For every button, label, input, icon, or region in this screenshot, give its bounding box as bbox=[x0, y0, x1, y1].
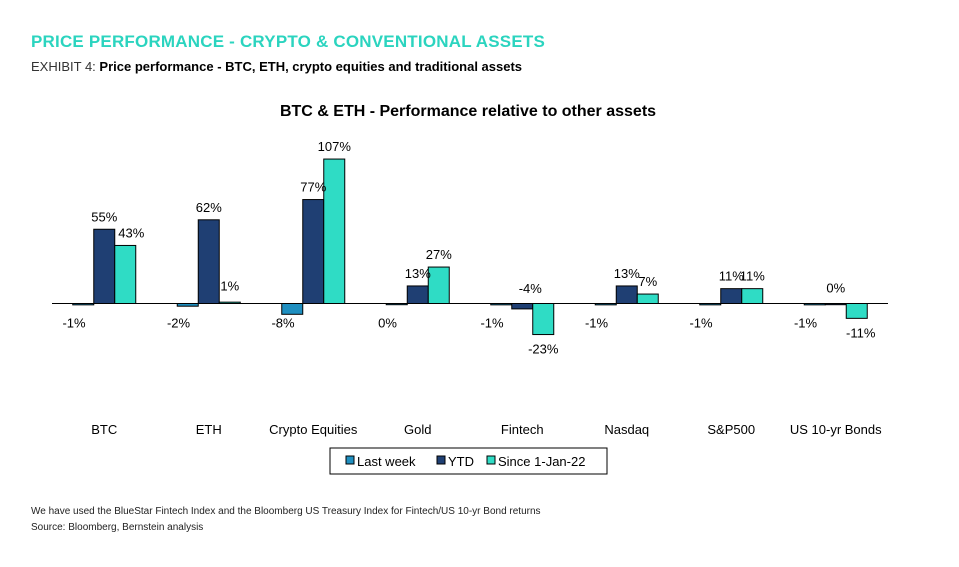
data-label: 107% bbox=[318, 139, 352, 154]
category-label: Crypto Equities bbox=[269, 422, 358, 437]
bar-ytd-fintech bbox=[511, 303, 534, 310]
bar-since-1-jan-22-fintech bbox=[532, 303, 555, 336]
data-label: 27% bbox=[426, 247, 452, 262]
bar-last-week-btc bbox=[72, 303, 95, 306]
data-label: -23% bbox=[528, 342, 559, 357]
legend-box bbox=[329, 447, 608, 475]
data-label: -1% bbox=[585, 316, 609, 331]
data-label: 13% bbox=[405, 266, 431, 281]
category-label: S&P500 bbox=[707, 422, 755, 437]
bar-last-week-s-p500 bbox=[699, 303, 722, 306]
category-label: Fintech bbox=[501, 422, 544, 437]
bar-ytd-btc bbox=[93, 228, 116, 304]
bar-since-1-jan-22-us-10-yr-bonds bbox=[845, 303, 868, 319]
data-label: 7% bbox=[638, 274, 657, 289]
data-label: 0% bbox=[378, 316, 397, 331]
source-text: Source: Bloomberg, Bernstein analysis bbox=[31, 522, 204, 533]
category-label: Nasdaq bbox=[604, 422, 649, 437]
data-label: -1% bbox=[689, 316, 713, 331]
data-label: -4% bbox=[519, 281, 543, 296]
footnote-text: We have used the BlueStar Fintech Index … bbox=[31, 506, 541, 517]
bar-last-week-us-10-yr-bonds bbox=[803, 303, 826, 306]
bar-ytd-gold bbox=[406, 285, 429, 305]
data-label: 43% bbox=[118, 225, 144, 240]
data-label: -2% bbox=[167, 316, 191, 331]
exhibit-label: EXHIBIT 4: bbox=[31, 59, 96, 74]
category-label: ETH bbox=[196, 422, 222, 437]
bar-since-1-jan-22-eth bbox=[218, 301, 241, 304]
bar-ytd-eth bbox=[197, 219, 220, 304]
data-label: 0% bbox=[826, 281, 845, 296]
bar-last-week-crypto-equities bbox=[281, 303, 304, 315]
legend-swatch bbox=[345, 455, 355, 465]
data-label: 11% bbox=[740, 269, 765, 284]
bar-ytd-crypto-equities bbox=[302, 199, 325, 304]
category-label: Gold bbox=[404, 422, 431, 437]
bar-last-week-gold bbox=[385, 303, 408, 306]
data-label: 13% bbox=[614, 266, 640, 281]
bar-since-1-jan-22-crypto-equities bbox=[323, 158, 346, 304]
data-label: -11% bbox=[846, 325, 876, 340]
data-label: 1% bbox=[220, 279, 239, 294]
data-label: 77% bbox=[300, 180, 326, 195]
exhibit-title: Price performance - BTC, ETH, crypto equ… bbox=[99, 59, 523, 74]
bar-ytd-us-10-yr-bonds bbox=[824, 303, 847, 306]
data-label: 11% bbox=[719, 269, 744, 284]
legend-label: Since 1-Jan-22 bbox=[498, 454, 585, 469]
category-label: BTC bbox=[91, 422, 117, 437]
legend-swatch bbox=[486, 455, 496, 465]
data-label: -1% bbox=[62, 316, 86, 331]
data-label: -1% bbox=[480, 316, 504, 331]
exhibit-heading: EXHIBIT 4: Price performance - BTC, ETH,… bbox=[31, 59, 522, 74]
bar-ytd-nasdaq bbox=[615, 285, 638, 305]
section-title: PRICE PERFORMANCE - CRYPTO & CONVENTIONA… bbox=[31, 32, 545, 51]
bar-last-week-eth bbox=[176, 303, 199, 307]
data-label: -1% bbox=[794, 316, 818, 331]
bar-last-week-nasdaq bbox=[594, 303, 617, 306]
legend-label: Last week bbox=[357, 454, 416, 469]
chart-title: BTC & ETH - Performance relative to othe… bbox=[280, 103, 656, 120]
bar-since-1-jan-22-gold bbox=[427, 266, 450, 304]
bar-since-1-jan-22-s-p500 bbox=[741, 288, 764, 304]
bar-ytd-s-p500 bbox=[720, 288, 743, 304]
legend-swatch bbox=[436, 455, 446, 465]
legend-label: YTD bbox=[448, 454, 474, 469]
bar-since-1-jan-22-nasdaq bbox=[636, 293, 659, 304]
data-label: -8% bbox=[271, 316, 295, 331]
bar-since-1-jan-22-btc bbox=[114, 244, 137, 304]
data-label: 62% bbox=[196, 200, 222, 215]
bar-last-week-fintech bbox=[490, 303, 513, 306]
category-label: US 10-yr Bonds bbox=[790, 422, 882, 437]
data-label: 55% bbox=[91, 209, 117, 224]
